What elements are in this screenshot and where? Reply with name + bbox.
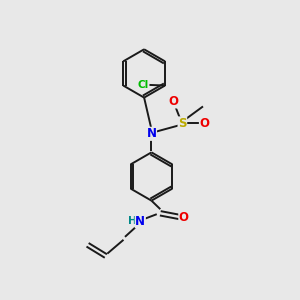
Text: N: N [146, 127, 157, 140]
Text: O: O [179, 211, 189, 224]
Text: Cl: Cl [137, 80, 148, 90]
Text: H: H [128, 216, 137, 226]
Text: S: S [178, 117, 187, 130]
Text: N: N [135, 215, 145, 228]
Text: O: O [169, 95, 178, 108]
Text: O: O [200, 117, 209, 130]
